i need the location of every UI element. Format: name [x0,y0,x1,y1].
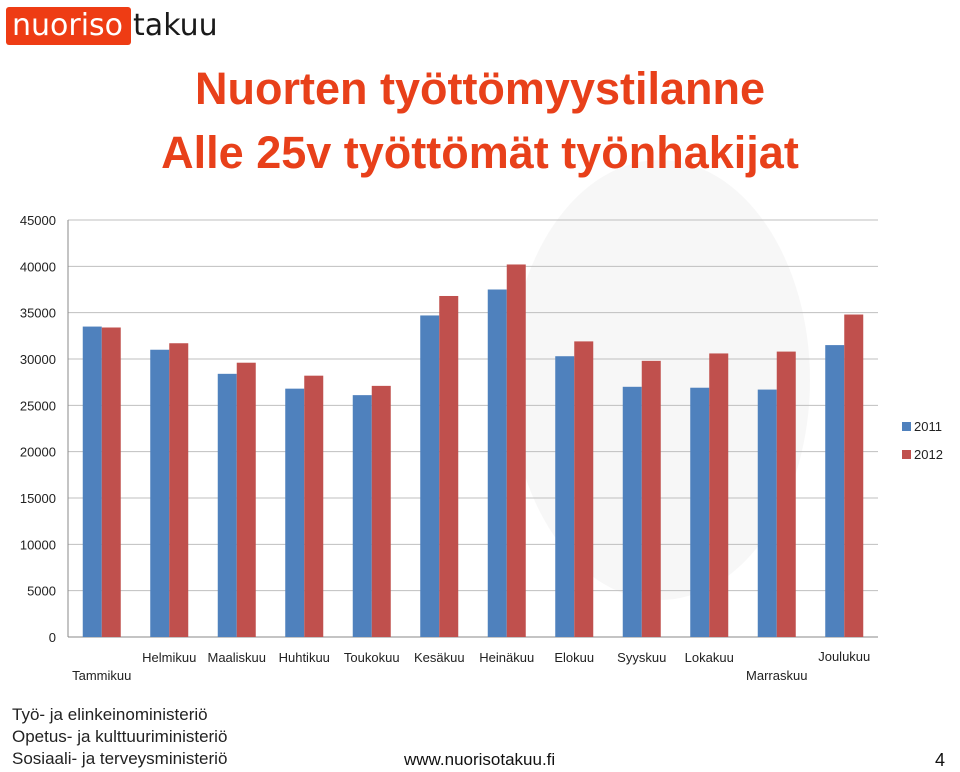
page-title-line1: Nuorten työttömyystilanne [194,63,766,114]
legend-swatch-2012 [902,450,911,459]
bar-2011-syyskuu [622,386,642,637]
ministry-label-1: Työ- ja elinkeinoministeriö [12,705,208,724]
bar-2011-kesäkuu [420,315,440,637]
bar-2011-helmikuu [150,349,170,637]
bar-2012-kesäkuu [439,295,459,637]
x-tick-label: Heinäkuu [479,650,534,665]
x-tick-label: Maaliskuu [207,650,266,665]
website-url[interactable]: www.nuorisotakuu.fi [404,750,556,769]
x-tick-label: Toukokuu [344,650,400,665]
bar-2011-maaliskuu [217,373,237,637]
y-tick-label: 15000 [20,491,56,506]
bar-2012-elokuu [574,341,594,637]
y-tick-label: 0 [49,630,56,645]
bar-2012-toukokuu [371,385,391,637]
bar-2011-lokakuu [690,387,710,637]
bar-2011-marraskuu [757,389,777,637]
x-tick-label: Helmikuu [142,650,196,665]
legend-label-2012: 2012 [914,447,943,462]
nuorisotakuu-logo: nuoriso takuu [6,6,218,46]
y-tick-label: 20000 [20,445,56,460]
logo-text-part1: nuoriso [6,7,132,45]
bar-2011-huhtikuu [285,388,305,637]
y-tick-label: 35000 [20,306,56,321]
bar-2011-tammikuu [82,326,102,637]
y-tick-label: 10000 [20,537,56,552]
x-tick-label: Elokuu [554,650,594,665]
bar-2012-syyskuu [641,360,661,637]
y-tick-label: 25000 [20,398,56,413]
x-tick-label: Marraskuu [746,668,807,683]
x-tick-label: Syyskuu [617,650,666,665]
y-tick-label: 5000 [27,584,56,599]
ministry-label-2: Opetus- ja kulttuuriministeriö [12,727,228,746]
y-tick-label: 40000 [20,259,56,274]
bar-2012-marraskuu [776,351,796,637]
bar-2011-heinäkuu [487,289,507,637]
bar-2012-helmikuu [169,343,189,637]
x-tick-label: Huhtikuu [279,650,330,665]
bar-2011-joulukuu [825,345,845,637]
bar-2012-lokakuu [709,353,729,637]
legend-label-2011: 2011 [914,419,942,434]
bar-2012-huhtikuu [304,375,324,637]
bar-2012-joulukuu [844,314,864,637]
y-tick-label: 45000 [20,213,56,228]
y-tick-label: 30000 [20,352,56,367]
bar-2012-heinäkuu [506,264,526,637]
legend-swatch-2011 [902,422,911,431]
ministry-label-3: Sosiaali- ja terveysministeriö [12,749,228,768]
bar-2012-maaliskuu [236,362,256,637]
page-number: 4 [935,750,946,770]
x-tick-label: Kesäkuu [414,650,465,665]
x-tick-label: Tammikuu [72,668,131,683]
bar-2012-tammikuu [101,327,121,637]
x-tick-label: Lokakuu [685,650,734,665]
logo-text-part2: takuu [133,8,218,43]
bar-2011-toukokuu [352,395,372,637]
x-tick-label: Joulukuu [818,649,870,664]
page-title-line2: Alle 25v työttömät työnhakijat [161,127,799,178]
bar-2011-elokuu [555,356,575,637]
